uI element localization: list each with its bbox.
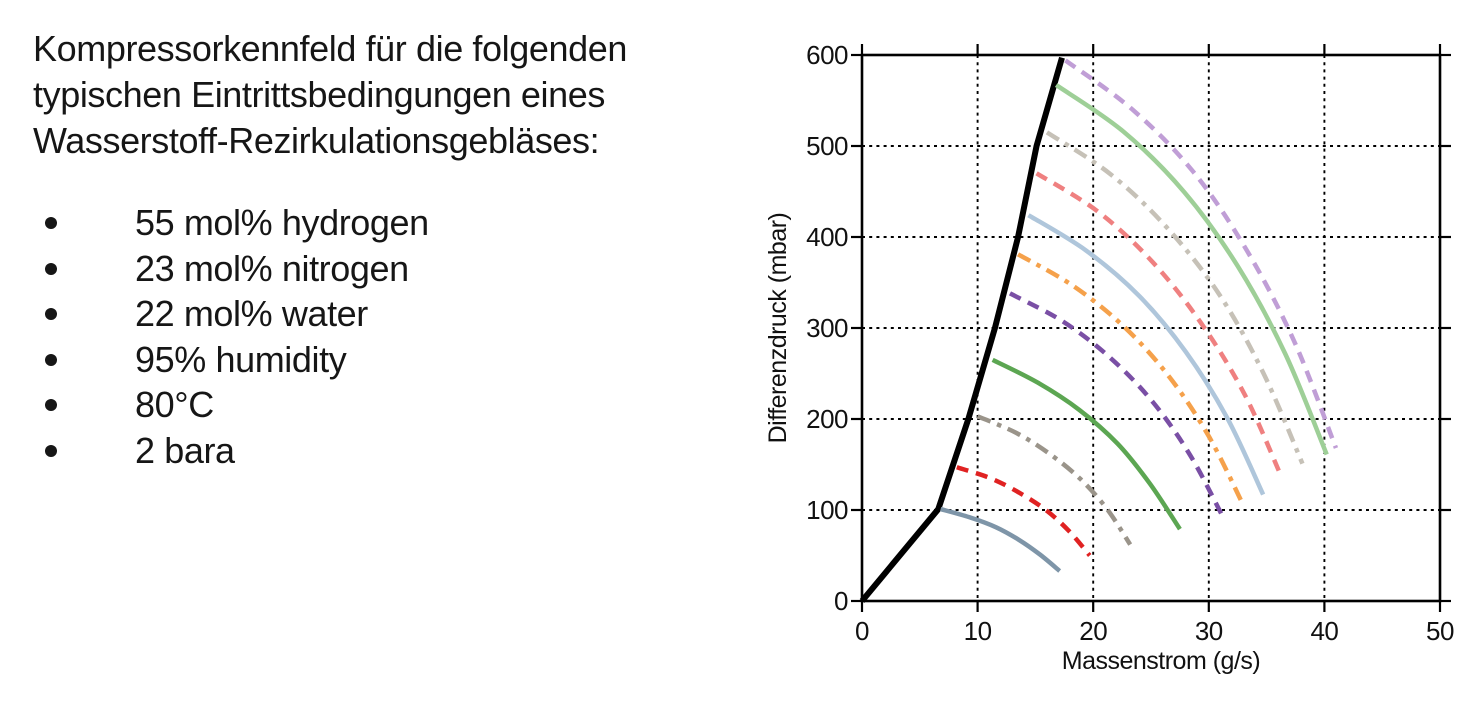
speedline-4-green-solid — [991, 357, 1182, 531]
speedline-6-orange-dashdot — [1016, 252, 1246, 507]
y-tick-label-0: 0 — [834, 586, 848, 616]
condition-label: 55 mol% hydrogen — [135, 202, 429, 243]
y-tick-label-300: 300 — [806, 313, 848, 343]
condition-label: 22 mol% water — [135, 293, 368, 334]
condition-item-4: 95% humidity — [33, 337, 713, 383]
y-tick-label-500: 500 — [806, 131, 848, 161]
x-tick-label-50: 50 — [1426, 616, 1454, 646]
speedline-1-steelblue-solid — [939, 506, 1062, 573]
y-tick-label-100: 100 — [806, 495, 848, 525]
speedline-11-plum-dashed — [1064, 58, 1339, 449]
heading-line-2: typischen Eintrittsbedingungen eines — [33, 74, 605, 115]
x-tick-label-0: 0 — [855, 616, 869, 646]
intro-text-panel: Kompressorkennfeld für die folgenden typ… — [33, 26, 713, 473]
bullet-icon — [45, 444, 57, 457]
y-tick-label-400: 400 — [806, 222, 848, 252]
condition-item-2: 23 mol% nitrogen — [33, 246, 713, 292]
x-tick-label-10: 10 — [964, 616, 992, 646]
bullet-icon — [45, 399, 57, 411]
y-axis-title: Differenzdruck (mbar) — [764, 213, 792, 444]
speedline-8-salmon-dashed — [1035, 171, 1284, 479]
speedline-2-red-dashed — [956, 465, 1092, 557]
speedline-7-lightblue-solid — [1027, 213, 1266, 496]
y-tick-label-200: 200 — [806, 404, 848, 434]
heading-line-3: Wasserstoff-Rezirkulationsgebläses: — [33, 120, 600, 161]
x-axis-title: Massenstrom (g/s) — [1062, 647, 1260, 675]
speedline-3-gray-dashdot — [976, 414, 1133, 546]
bullet-icon — [45, 353, 57, 366]
speedline-9-lightgray-dashdot — [1045, 130, 1305, 465]
bullet-icon — [45, 217, 57, 229]
condition-item-1: 55 mol% hydrogen — [33, 200, 713, 246]
condition-label: 95% humidity — [135, 338, 347, 380]
intro-heading: Kompressorkennfeld für die folgenden typ… — [33, 26, 713, 164]
condition-label: 23 mol% nitrogen — [135, 247, 409, 289]
bullet-icon — [45, 262, 57, 275]
inlet-conditions-list: 55 mol% hydrogen 23 mol% nitrogen 22 mol% … — [33, 200, 713, 473]
condition-item-3: 22 mol% water — [33, 291, 713, 337]
heading-line-1: Kompressorkennfeld für die folgenden — [33, 28, 627, 69]
condition-label: 80°C — [135, 384, 214, 425]
bullet-icon — [45, 308, 57, 320]
surge-limit-line — [859, 56, 1065, 603]
condition-item-5: 80°C — [33, 382, 713, 428]
x-tick-label-40: 40 — [1310, 616, 1338, 646]
condition-label: 2 bara — [135, 429, 235, 471]
x-tick-label-30: 30 — [1195, 616, 1223, 646]
x-tick-label-20: 20 — [1079, 616, 1107, 646]
speedline-10-lightgreen-solid — [1054, 83, 1329, 456]
condition-item-6: 2 bara — [33, 428, 713, 474]
y-tick-label-600: 600 — [806, 40, 848, 70]
